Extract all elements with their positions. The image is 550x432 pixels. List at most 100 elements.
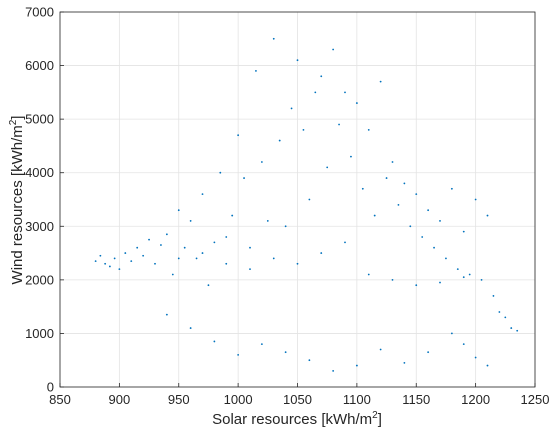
scatter-point [201,193,204,196]
scatter-point [504,316,507,319]
scatter-point [308,198,311,201]
scatter-point [160,244,162,246]
x-tick-label: 1100 [343,392,371,407]
scatter-point [108,265,111,268]
y-axis-label-superscript: 2 [8,119,19,125]
scatter-point [474,356,477,359]
x-tick-label: 850 [49,392,71,407]
x-axis-label: Solar resources [kWh/m2] [212,410,382,428]
scatter-point [171,273,174,276]
scatter-point [201,252,204,254]
scatter-point [361,187,364,190]
scatter-point [379,348,382,351]
x-tick-label: 950 [168,392,190,407]
scatter-point [249,268,251,271]
scatter-point [344,241,346,244]
scatter-point [421,236,424,238]
scatter-point [314,91,317,94]
scatter-point [136,246,139,249]
scatter-point [255,70,257,72]
y-tick-label: 2000 [25,272,54,287]
scatter-point [391,161,394,163]
x-tick-labels: 850 900 950 1000 1050 1100 1150 1200 1250 [49,383,549,407]
scatter-point [219,171,222,174]
scatter-point [433,246,435,249]
scatter-point [450,332,453,335]
scatter-point [183,246,186,249]
scatter-point [154,262,156,265]
scatter-point [367,128,370,131]
scatter-point [260,161,263,163]
scatter-point [266,220,269,222]
scatter-point [456,268,459,271]
scatter-point [486,214,489,217]
x-axis-label-tail: ] [378,411,382,428]
scatter-point [272,257,275,260]
scatter-point [332,48,335,51]
scatter-point [177,209,180,212]
scatter-point [243,177,245,179]
scatter-point [165,313,168,316]
scatter-point [290,107,293,110]
scatter-point [326,166,329,169]
scatter-point [462,343,465,346]
scatter-point [308,359,311,362]
scatter-point [462,276,465,279]
x-tick-label: 1150 [402,392,430,407]
scatter-point [284,351,287,354]
scatter-point [225,262,228,265]
scatter-point [237,134,240,137]
x-tick-label: 1200 [461,392,490,407]
scatter-point [213,340,216,343]
scatter-point [332,370,335,372]
scatter-point [94,260,97,263]
scatter-point [445,257,447,260]
scatter-point [296,262,299,265]
scatter-point [272,37,275,40]
scatter-point [118,268,121,271]
scatter-point [189,327,192,329]
scatter-point [113,257,116,260]
scatter-point [249,246,251,249]
y-tick-label: 1000 [25,326,54,341]
y-tick-label: 5000 [25,112,54,127]
scatter-point [320,75,323,78]
scatter-point [344,91,346,94]
scatter-point [439,220,441,222]
scatter-point [516,329,519,332]
scatter-point [450,187,453,190]
scatter-point [231,214,234,217]
y-tick-label: 7000 [25,5,54,20]
scatter-point [486,364,489,367]
y-axis-label-tail: ] [9,116,26,120]
scatter-point [350,155,352,158]
y-tick-labels: 0 1000 2000 3000 4000 5000 6000 7000 [25,5,64,395]
scatter-point [165,233,168,236]
scatter-point [439,281,441,284]
x-axis-label-superscript: 2 [372,410,378,421]
scatter-point [189,220,192,222]
scatter-point [225,236,228,238]
scatter-point [148,238,150,241]
scatter-point [427,209,430,212]
scatter-point [492,295,495,297]
scatter-point [338,123,340,126]
scatter-point [195,257,198,260]
scatter-point [320,252,323,254]
scatter-point [474,198,477,201]
x-tick-label: 1250 [521,392,550,407]
scatter-point [385,177,388,179]
scatter-point [379,80,382,83]
x-tick-label: 1050 [283,392,312,407]
x-tick-label: 1000 [224,392,253,407]
scatter-point [213,241,216,244]
scatter-point [124,252,127,254]
scatter-point [480,278,483,281]
scatter-point [104,262,107,265]
scatter-point [367,273,370,276]
y-tick-label: 3000 [25,219,54,234]
scatter-point [403,182,406,185]
scatter-point [177,257,180,260]
scatter-point [207,284,210,287]
scatter-point [373,214,376,217]
